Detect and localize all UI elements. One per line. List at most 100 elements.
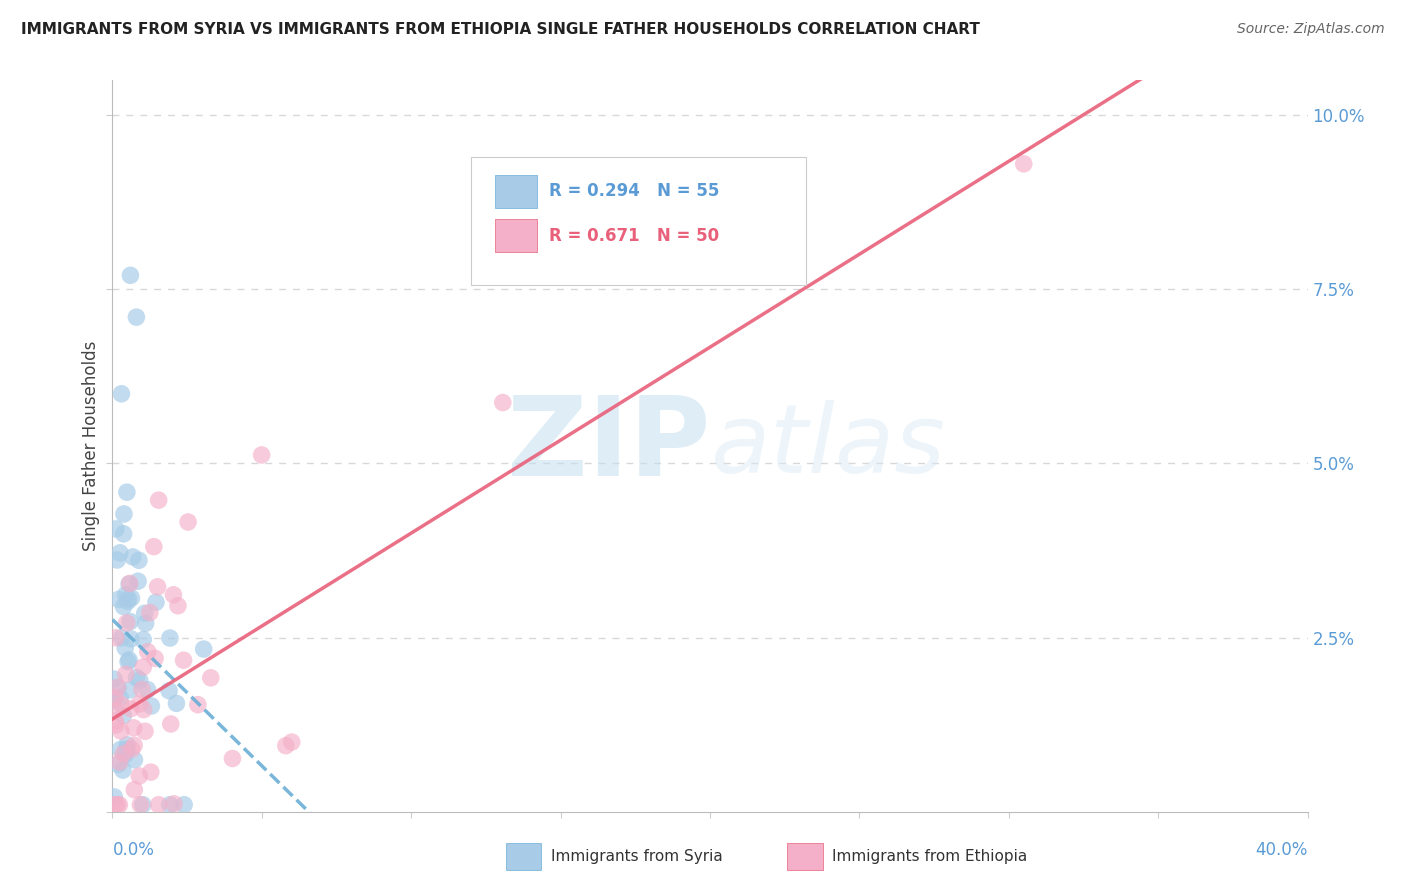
Point <box>159 631 181 645</box>
Point <box>117 594 139 608</box>
Point <box>103 789 125 804</box>
Point <box>108 546 131 560</box>
Point <box>221 751 243 765</box>
Point <box>127 574 149 589</box>
Point <box>167 599 190 613</box>
Point <box>107 681 129 695</box>
Point <box>173 797 195 812</box>
Point <box>107 681 129 695</box>
Point <box>112 526 135 541</box>
Point <box>112 747 135 761</box>
Point <box>139 606 162 620</box>
Point <box>115 738 138 752</box>
Point <box>115 615 138 630</box>
Point <box>173 653 195 667</box>
Point <box>104 522 127 536</box>
Text: R = 0.671   N = 50: R = 0.671 N = 50 <box>548 227 718 245</box>
Point <box>105 553 128 567</box>
Point <box>117 592 139 607</box>
Point <box>148 797 170 812</box>
Point <box>131 682 153 697</box>
Point <box>200 671 222 685</box>
Point <box>134 724 156 739</box>
Point <box>132 660 155 674</box>
Point <box>112 708 135 723</box>
Point <box>135 616 157 631</box>
Point <box>121 549 143 564</box>
Point <box>104 797 127 812</box>
Point <box>120 702 142 716</box>
Point <box>108 755 131 769</box>
Point <box>107 592 129 607</box>
Point <box>146 580 169 594</box>
Point <box>108 690 131 705</box>
Point <box>132 797 155 812</box>
Point <box>107 757 129 772</box>
Point <box>118 653 141 667</box>
Y-axis label: Single Father Households: Single Father Households <box>82 341 100 551</box>
Point <box>110 724 132 739</box>
Point <box>125 310 148 325</box>
Point <box>118 577 141 591</box>
Point <box>104 704 127 718</box>
Point <box>162 588 184 602</box>
Point <box>492 395 515 409</box>
Point <box>114 667 136 681</box>
Point <box>274 739 297 753</box>
Text: Immigrants from Syria: Immigrants from Syria <box>551 849 723 863</box>
Point <box>104 690 127 705</box>
Point <box>115 485 138 500</box>
Point <box>108 797 131 812</box>
FancyBboxPatch shape <box>495 176 537 209</box>
Point <box>193 642 215 657</box>
Point <box>157 683 180 698</box>
Point <box>114 588 136 602</box>
Point <box>121 742 143 756</box>
Point <box>104 631 127 645</box>
Point <box>125 671 148 685</box>
Point <box>110 742 132 756</box>
Text: ZIP: ZIP <box>506 392 710 500</box>
Text: 0.0%: 0.0% <box>112 841 155 859</box>
Point <box>111 763 134 777</box>
Point <box>281 735 304 749</box>
Point <box>128 769 150 783</box>
Point <box>122 739 145 753</box>
Point <box>187 698 209 712</box>
Point <box>117 655 139 669</box>
Point <box>112 599 135 614</box>
Point <box>105 797 128 812</box>
Text: 40.0%: 40.0% <box>1256 841 1308 859</box>
Point <box>120 268 142 283</box>
Point <box>110 698 132 712</box>
Point <box>139 765 162 780</box>
Point <box>110 386 132 401</box>
Text: atlas: atlas <box>710 400 945 492</box>
Point <box>159 717 181 731</box>
Point <box>103 693 125 707</box>
FancyBboxPatch shape <box>495 219 537 252</box>
Point <box>129 797 152 812</box>
Point <box>115 742 138 756</box>
Point <box>141 698 163 713</box>
Point <box>163 797 186 811</box>
Point <box>118 576 141 591</box>
Point <box>128 553 150 567</box>
Point <box>250 448 273 462</box>
Point <box>124 782 146 797</box>
Point <box>136 645 159 659</box>
Point <box>122 721 145 735</box>
Point <box>143 651 166 665</box>
Point <box>114 747 136 762</box>
Point <box>104 714 127 728</box>
Point <box>148 493 170 508</box>
Point <box>120 615 142 629</box>
Point <box>114 744 136 758</box>
Point <box>104 718 127 732</box>
Text: IMMIGRANTS FROM SYRIA VS IMMIGRANTS FROM ETHIOPIA SINGLE FATHER HOUSEHOLDS CORRE: IMMIGRANTS FROM SYRIA VS IMMIGRANTS FROM… <box>21 22 980 37</box>
Text: Immigrants from Ethiopia: Immigrants from Ethiopia <box>832 849 1028 863</box>
Point <box>132 632 155 647</box>
Point <box>112 507 135 521</box>
Text: Source: ZipAtlas.com: Source: ZipAtlas.com <box>1237 22 1385 37</box>
Point <box>128 697 150 711</box>
